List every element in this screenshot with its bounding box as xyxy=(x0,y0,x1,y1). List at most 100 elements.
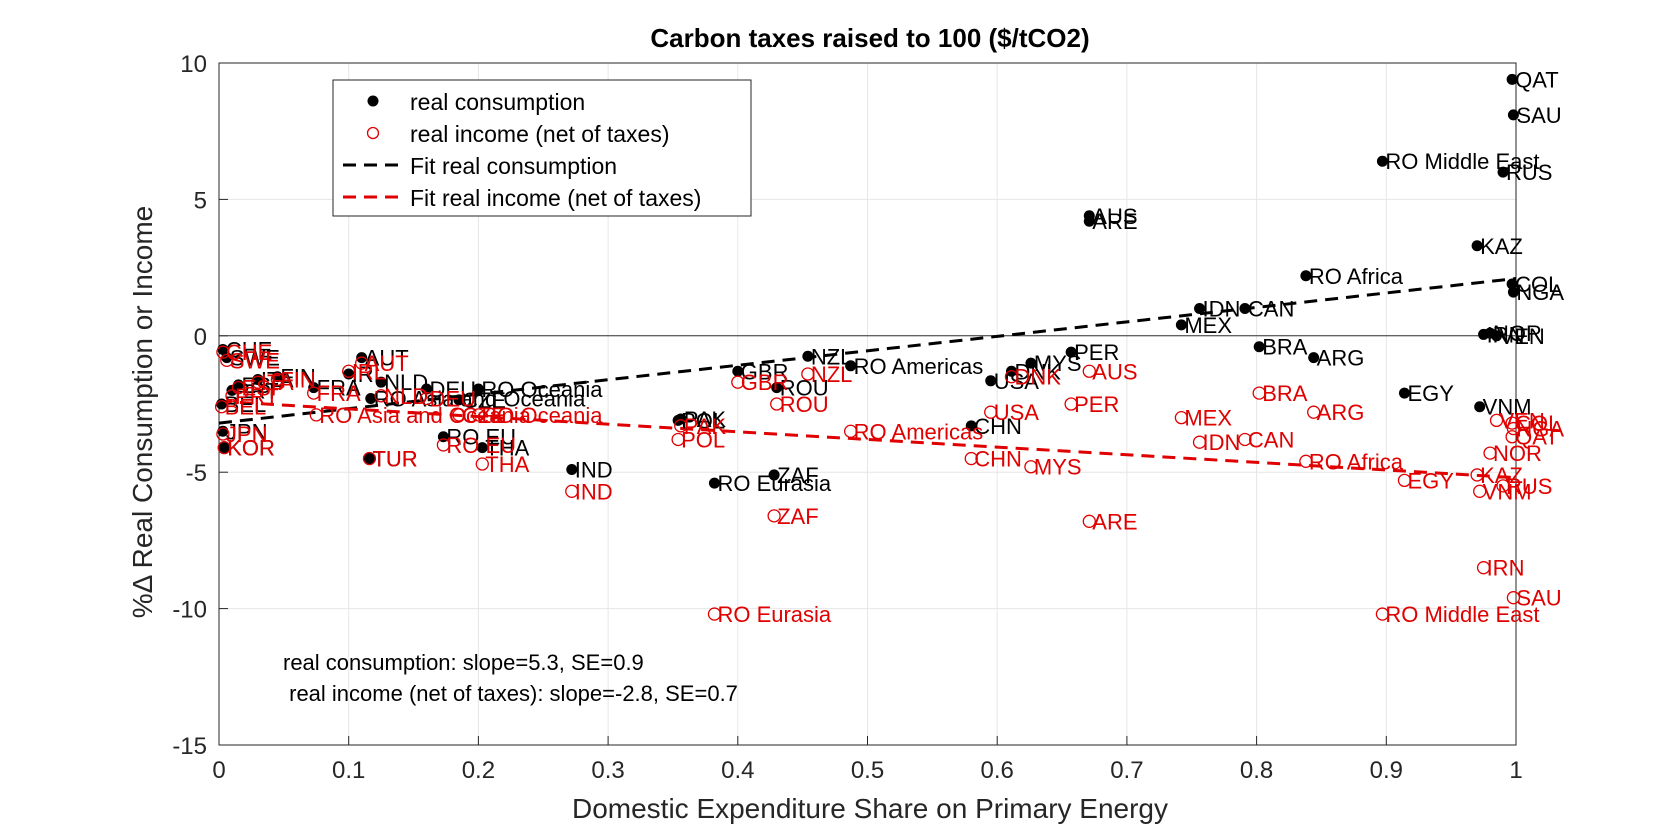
point-label-consumption: VNM xyxy=(1483,395,1532,420)
point-income xyxy=(1174,410,1189,425)
point-label-consumption: SAU xyxy=(1516,103,1561,128)
point-label-consumption: ROU xyxy=(780,376,829,401)
point-label-income: RO Americas xyxy=(854,419,984,444)
point-label-consumption: RO Asia and Oceania xyxy=(374,387,586,412)
point-consumption xyxy=(768,469,780,481)
point-label-consumption: QAT xyxy=(1515,67,1559,92)
point-income xyxy=(220,353,234,368)
point-income xyxy=(707,607,722,621)
point-consumption xyxy=(732,365,744,377)
point-income xyxy=(984,405,998,419)
point-consumption xyxy=(363,453,375,465)
point-label-income: AUT xyxy=(365,351,409,376)
point-income xyxy=(471,408,486,422)
point-label-consumption: CHE xyxy=(226,337,272,362)
point-income xyxy=(565,484,579,498)
fit-lines xyxy=(218,277,1517,480)
point-income xyxy=(216,345,230,359)
point-label-consumption: RO Africa xyxy=(1309,264,1404,289)
point-label-income: RO Oceania xyxy=(481,403,603,428)
point-consumption xyxy=(1474,401,1486,413)
point-label-income: CAN xyxy=(1248,427,1294,452)
point-income xyxy=(1238,432,1252,447)
point-label-consumption: ITA xyxy=(261,367,294,392)
point-label-income: RO EU xyxy=(446,433,516,458)
point-consumption xyxy=(1025,357,1037,369)
point-label-income: DNK xyxy=(1014,365,1061,390)
point-label-consumption: IND xyxy=(575,457,613,482)
point-income xyxy=(1192,435,1207,449)
y-tick-label: 5 xyxy=(194,187,207,214)
point-income xyxy=(307,386,321,400)
point-label-income: SWE xyxy=(230,348,280,373)
point-consumption xyxy=(1497,166,1509,178)
point-consumption xyxy=(1507,109,1519,121)
point-label-consumption: BEL xyxy=(225,392,267,417)
point-income xyxy=(843,424,858,438)
point-income xyxy=(1506,421,1521,436)
point-label-consumption: MYS xyxy=(1034,351,1082,376)
point-label-consumption: AUS xyxy=(1092,204,1137,229)
point-income xyxy=(801,367,815,381)
point-income xyxy=(270,372,285,387)
point-label-income: DEU xyxy=(430,387,476,412)
point-label-income: CHE xyxy=(226,340,272,365)
point-label-income: POL xyxy=(681,427,725,452)
point-label-income: ROU xyxy=(780,392,829,417)
point-label-income: IRL xyxy=(352,359,386,384)
annotation-consumption-slope: real consumption: slope=5.3, SE=0.9 xyxy=(283,650,644,675)
point-income xyxy=(355,356,369,370)
point-label-consumption: THA xyxy=(485,436,529,461)
y-axis-ticks: -15 -10 -5 0 5 10 xyxy=(172,51,228,760)
point-consumption xyxy=(476,442,488,454)
point-income xyxy=(1082,364,1096,378)
point-income xyxy=(225,389,239,403)
point-income xyxy=(1082,514,1096,528)
legend-label-fit-income: Fit real income (net of taxes) xyxy=(410,185,701,211)
point-label-consumption: DEU xyxy=(430,377,476,402)
point-label-consumption: CZE xyxy=(462,388,506,413)
point-label-income: SAU xyxy=(1516,586,1561,611)
point-consumption xyxy=(965,420,977,432)
point-consumption xyxy=(365,393,377,405)
point-label-income: IRN xyxy=(1487,556,1525,581)
point-income xyxy=(475,457,489,471)
point-label-consumption: RO Eurasia xyxy=(717,471,831,496)
point-income xyxy=(1004,370,1019,384)
point-label-income: COL xyxy=(1515,411,1560,436)
point-income xyxy=(1476,561,1491,575)
point-label-consumption: AUT xyxy=(365,346,409,371)
point-label-consumption: MEX xyxy=(1184,313,1232,338)
point-consumption xyxy=(1507,286,1519,298)
point-income xyxy=(1505,416,1519,430)
point-income xyxy=(964,451,978,466)
x-tick-label: 0.6 xyxy=(981,757,1014,784)
point-income xyxy=(1473,484,1487,498)
y-tick-label: 0 xyxy=(194,324,207,351)
legend-label-income: real income (net of taxes) xyxy=(410,121,670,147)
point-income xyxy=(419,391,434,406)
point-income xyxy=(767,509,781,523)
point-consumption xyxy=(1308,352,1320,364)
point-consumption xyxy=(1175,319,1187,331)
point-label-consumption: DNK xyxy=(1014,359,1061,384)
point-consumption xyxy=(1398,387,1410,399)
point-label-income: TUR xyxy=(372,447,417,472)
point-income xyxy=(1024,460,1038,474)
point-consumption xyxy=(1065,346,1077,358)
x-tick-label: 1 xyxy=(1509,757,1522,784)
point-income xyxy=(309,408,323,422)
point-consumption xyxy=(708,477,720,489)
point-income xyxy=(1252,386,1266,400)
point-income xyxy=(1489,413,1504,428)
point-income xyxy=(1299,454,1313,468)
point-consumption xyxy=(566,463,578,475)
x-axis-ticks: 0 0.1 0.2 0.3 0.4 0.5 0.6 0.7 0.8 0.9 1 xyxy=(212,736,1523,784)
point-income xyxy=(731,375,745,389)
point-income xyxy=(674,419,688,433)
point-consumption xyxy=(985,375,997,387)
point-label-consumption: RO Oceania xyxy=(481,377,603,402)
point-label-income: ARG xyxy=(1317,400,1365,425)
point-consumption xyxy=(1194,303,1206,315)
